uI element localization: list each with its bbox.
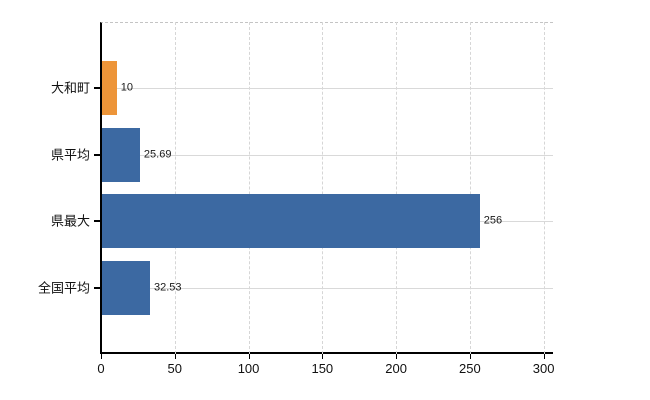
category-label: 全国平均 (37, 280, 90, 296)
category-label: 県平均 (50, 147, 90, 163)
x-axis-tick (322, 354, 324, 359)
y-axis-tick (94, 286, 100, 289)
x-axis-tick (248, 354, 250, 359)
x-axis-tick (543, 354, 545, 359)
x-axis-tick-label: 100 (237, 361, 260, 376)
vertical-gridline (174, 22, 176, 354)
bar-value-label: 32.53 (154, 281, 182, 294)
bar (102, 260, 150, 315)
bar (102, 194, 480, 249)
y-axis-tick (94, 220, 100, 223)
x-axis-tick (396, 354, 398, 359)
category-label: 大和町 (50, 80, 90, 96)
horizontal-gridline (102, 88, 553, 90)
x-axis-tick-label: 300 (532, 361, 555, 376)
vertical-gridline (469, 22, 471, 354)
x-axis-tick (469, 354, 471, 359)
horizontal-gridline (102, 154, 553, 156)
vertical-gridline (322, 22, 324, 354)
x-axis-tick (174, 354, 176, 359)
x-axis-tick-label: 150 (311, 361, 334, 376)
x-axis-tick-label: 250 (459, 361, 481, 376)
y-axis-tick (94, 153, 100, 156)
x-axis-tick (101, 354, 102, 359)
bar-value-label: 25.69 (143, 148, 172, 161)
bar-value-label: 10 (120, 81, 133, 94)
vertical-gridline (543, 22, 545, 354)
bar (102, 61, 117, 116)
vertical-gridline (248, 22, 250, 354)
horizontal-gridline (102, 287, 553, 289)
plot-area (100, 22, 553, 354)
y-axis-tick (94, 87, 100, 90)
vertical-gridline (396, 22, 398, 354)
category-label: 県最大 (50, 213, 90, 229)
bar-value-label: 256 (483, 214, 503, 227)
bar (102, 127, 140, 182)
x-axis-tick-label: 200 (385, 361, 407, 376)
x-axis-tick-label: 0 (97, 361, 105, 376)
x-axis-tick-label: 50 (167, 361, 182, 376)
